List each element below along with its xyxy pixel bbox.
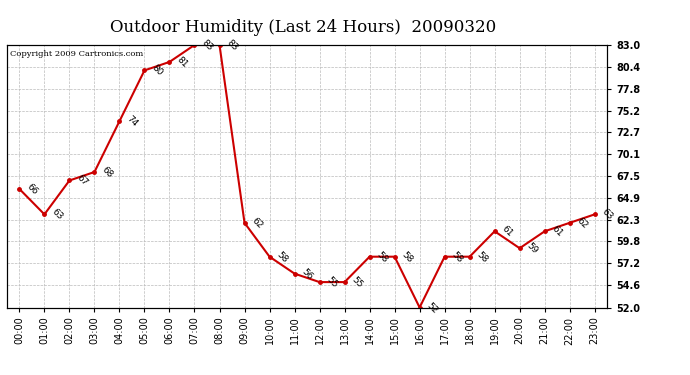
Text: 58: 58 [375,250,390,264]
Text: 63: 63 [600,207,615,222]
Text: 52: 52 [425,301,440,315]
Text: 81: 81 [175,55,190,69]
Text: Outdoor Humidity (Last 24 Hours)  20090320: Outdoor Humidity (Last 24 Hours) 2009032… [110,19,497,36]
Text: 59: 59 [525,241,540,256]
Text: 55: 55 [350,275,364,290]
Text: Copyright 2009 Cartronics.com: Copyright 2009 Cartronics.com [10,50,143,58]
Text: 63: 63 [50,207,64,222]
Text: 55: 55 [325,275,339,290]
Text: 83: 83 [200,38,215,52]
Text: 58: 58 [400,250,415,264]
Text: 67: 67 [75,174,90,188]
Text: 83: 83 [225,38,239,52]
Text: 62: 62 [250,216,264,230]
Text: 58: 58 [275,250,290,264]
Text: 56: 56 [300,267,315,281]
Text: 61: 61 [500,224,515,239]
Text: 58: 58 [450,250,464,264]
Text: 61: 61 [550,224,564,239]
Text: 74: 74 [125,114,139,129]
Text: 80: 80 [150,63,164,78]
Text: 58: 58 [475,250,490,264]
Text: 66: 66 [25,182,39,196]
Text: 68: 68 [100,165,115,180]
Text: 62: 62 [575,216,590,230]
